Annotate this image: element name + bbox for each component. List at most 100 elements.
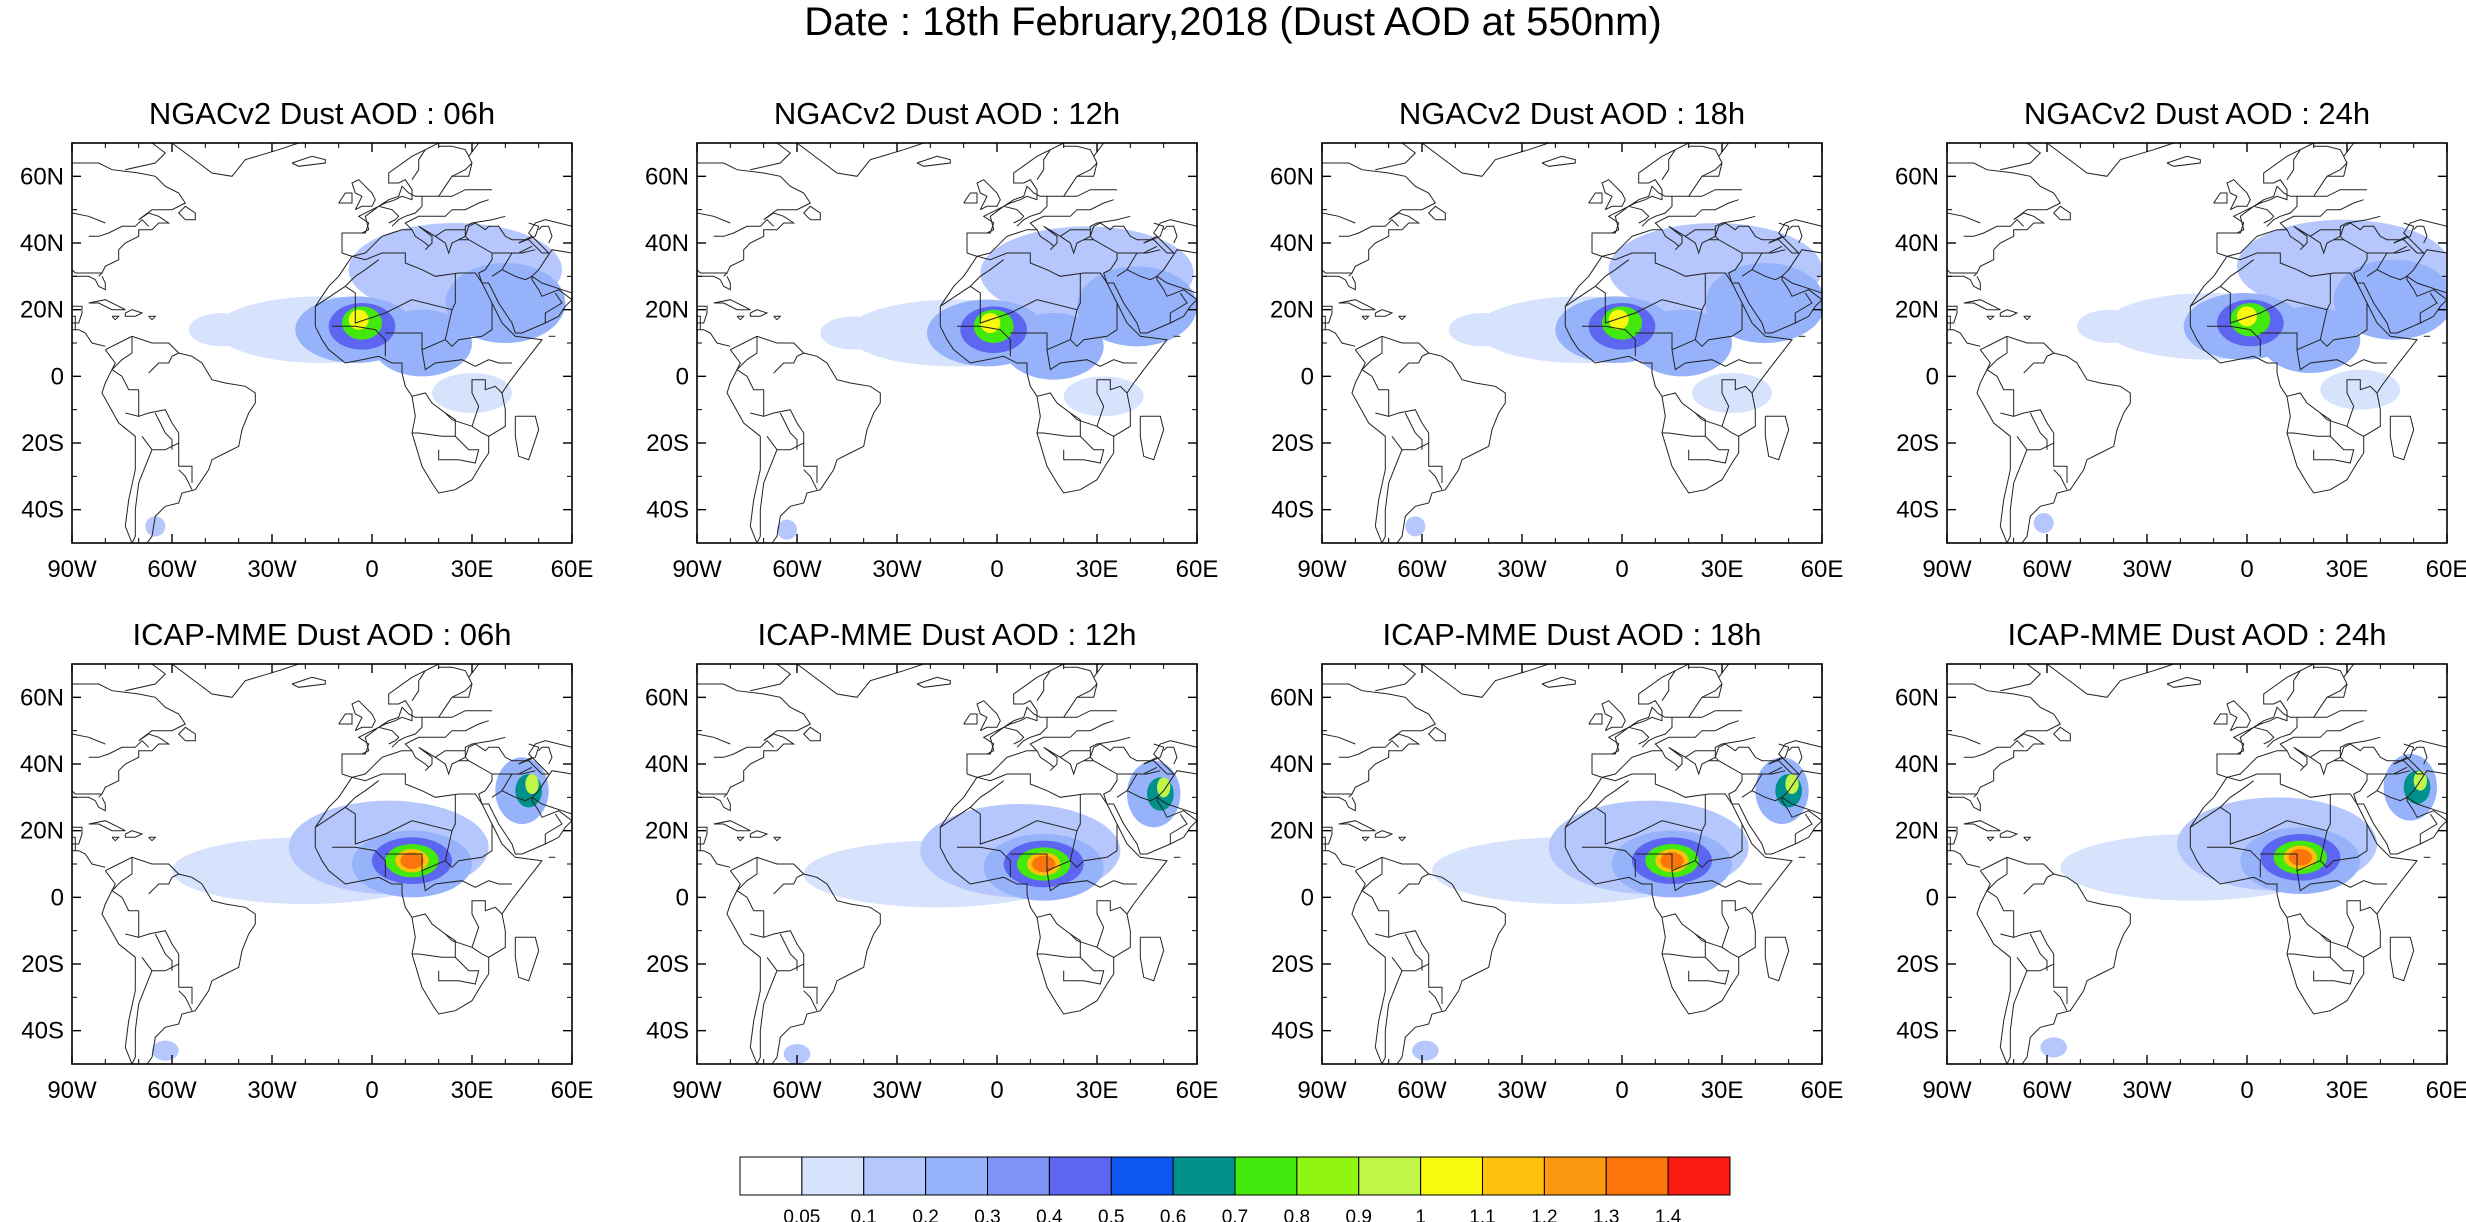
- coastlines: [72, 143, 572, 543]
- coastline: [341, 219, 572, 334]
- coastline: [1116, 790, 1158, 802]
- coastline: [766, 436, 791, 451]
- lon-tick-label: 0: [365, 556, 378, 583]
- lat-tick-label: 40S: [1271, 497, 1314, 524]
- coastline: [1322, 162, 1437, 277]
- lat-tick-label: 40N: [1895, 230, 1939, 257]
- coastline: [966, 143, 1105, 253]
- coastline: [111, 857, 139, 912]
- coastline: [2013, 409, 2055, 443]
- colorbar-label: 1.2: [1531, 1207, 1557, 1222]
- colorbar-swatch: [1605, 1156, 1669, 1196]
- coastline: [1169, 813, 1188, 844]
- coastline: [697, 305, 708, 324]
- lat-tick-label: 40N: [20, 751, 64, 778]
- coastline: [1947, 162, 2062, 277]
- coastline: [713, 820, 751, 832]
- coastline: [131, 970, 153, 1064]
- coastline: [138, 930, 180, 964]
- coastline: [411, 379, 503, 427]
- lat-tick-label: 40N: [1270, 751, 1314, 778]
- coastline: [736, 336, 764, 391]
- coastline: [773, 315, 782, 321]
- coastline: [1391, 957, 1416, 972]
- coastline: [1421, 664, 1549, 698]
- coastline: [1143, 235, 1158, 244]
- colorbar-swatch: [1234, 1156, 1298, 1196]
- panel-title: NGACv2 Dust AOD : 12h: [774, 96, 1120, 131]
- colorbar-label: 1.3: [1593, 1207, 1619, 1222]
- coastline: [1947, 315, 1951, 330]
- coastline: [756, 449, 778, 543]
- coastline: [697, 315, 701, 330]
- coastline: [412, 953, 480, 985]
- lat-tick-label: 0: [51, 884, 64, 911]
- panel-title: NGACv2 Dust AOD : 18h: [1399, 96, 1745, 131]
- coastline: [1781, 770, 1822, 798]
- coastline: [2053, 469, 2068, 490]
- coastline: [538, 225, 553, 244]
- coastline: [1361, 857, 1389, 912]
- lon-tick-label: 90W: [47, 1077, 97, 1104]
- colorbar: 0.05 0.1 0.2 0.3 0.4 0.5 0.6 0.7 0.8 0.9 1 1.1 1.2 1.…: [739, 1156, 1731, 1222]
- coastline: [411, 900, 503, 948]
- colorbar-swatch: [1543, 1156, 1607, 1196]
- lon-tick-label: 0: [1615, 1077, 1628, 1104]
- coastline: [351, 179, 376, 211]
- coastline: [1794, 813, 1813, 844]
- coastline: [2310, 750, 2341, 758]
- coastline: [1976, 335, 2131, 543]
- coastline: [1764, 936, 1790, 982]
- coastline: [1708, 215, 1756, 241]
- lat-tick-label: 40N: [645, 230, 689, 257]
- coastline: [1060, 229, 1091, 237]
- coastline: [1947, 850, 1981, 868]
- lon-tick-label: 90W: [1297, 1077, 1347, 1104]
- coastline: [131, 449, 153, 543]
- coastline: [2166, 676, 2201, 688]
- coastline: [2313, 145, 2345, 157]
- lat-tick-label: 40N: [1270, 230, 1314, 257]
- coastline: [1721, 946, 1739, 958]
- coastline: [1398, 836, 1407, 842]
- coastline: [1947, 305, 1958, 324]
- coastline: [88, 739, 150, 758]
- coastline: [2287, 953, 2355, 985]
- coastline: [713, 739, 775, 758]
- coastline: [451, 683, 473, 698]
- coastline: [1428, 990, 1443, 1011]
- coastline: [1741, 269, 1783, 281]
- coastline: [138, 409, 180, 443]
- coastline: [2029, 412, 2048, 450]
- coastline: [1338, 299, 1376, 311]
- coastline: [378, 205, 400, 224]
- coastline: [697, 275, 731, 291]
- coastline: [1662, 953, 1730, 985]
- dust-contour: [2237, 306, 2257, 327]
- coastline: [544, 292, 563, 323]
- coastline: [421, 349, 512, 371]
- coastline: [1986, 336, 2014, 391]
- coastline: [1003, 205, 1025, 224]
- dust-contour: [1032, 855, 1056, 873]
- dust-contour: [1692, 373, 1772, 413]
- coastline: [1695, 933, 1706, 958]
- coastline: [1322, 733, 1356, 745]
- coastline: [1628, 205, 1650, 224]
- colorbar-swatch: [1110, 1156, 1174, 1196]
- coastline: [1685, 229, 1716, 237]
- coastline: [2029, 933, 2048, 971]
- coastline: [1947, 664, 2042, 692]
- coastline: [1096, 425, 1114, 437]
- coastline: [1641, 717, 1673, 748]
- coastline: [1096, 946, 1114, 958]
- coastline: [1685, 750, 1716, 758]
- coastline: [2207, 846, 2261, 878]
- dust-contour: [1157, 777, 1171, 798]
- lat-tick-label: 20N: [20, 297, 64, 324]
- coastline: [2367, 766, 2408, 775]
- panel-title: NGACv2 Dust AOD : 24h: [2024, 96, 2370, 131]
- coastline: [1143, 222, 1165, 244]
- coastline: [2286, 670, 2301, 701]
- coastline: [1076, 162, 1098, 177]
